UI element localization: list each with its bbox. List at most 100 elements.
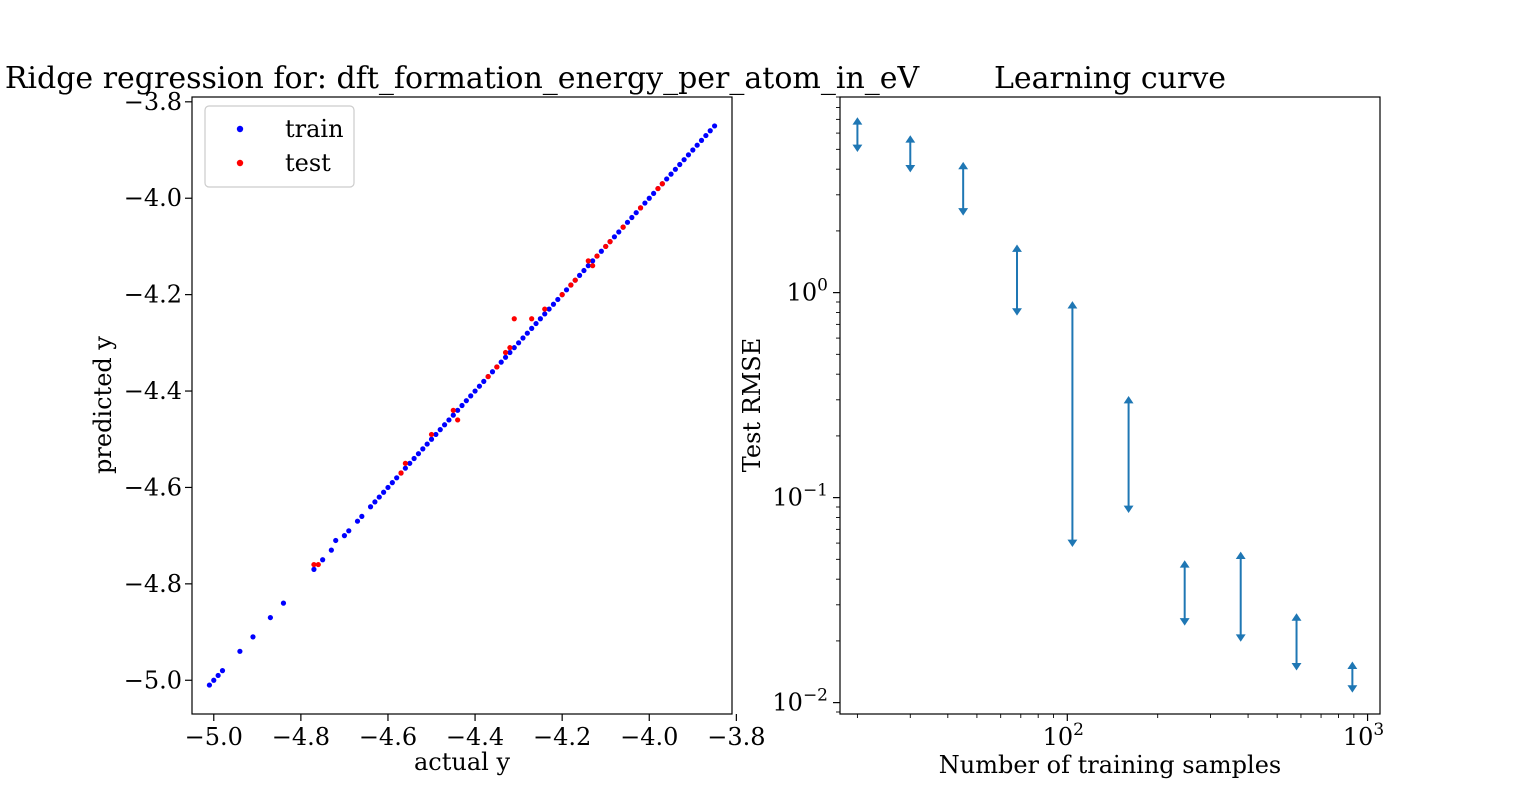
train-point — [250, 634, 256, 640]
y-tick-label: −4.2 — [124, 281, 182, 309]
train-point — [381, 489, 387, 495]
error-bar-upper-cap — [905, 135, 916, 143]
error-bar-lower-cap — [1067, 539, 1078, 548]
error-bar — [958, 161, 969, 216]
train-point — [520, 335, 526, 341]
legend-test-marker — [236, 159, 244, 167]
test-point — [603, 243, 609, 250]
learning-curve-y-ticks: 10−2 10−1 100 — [772, 96, 840, 717]
train-point — [468, 393, 474, 399]
scatter-x-axis-label: actual y — [414, 748, 510, 776]
x-tick-label: −4.2 — [533, 723, 591, 751]
x-tick-label: −3.8 — [707, 723, 765, 751]
learning-curve-x-axis-label: Number of training samples — [939, 751, 1281, 779]
error-bar-lower-cap — [958, 208, 969, 216]
test-point — [542, 306, 548, 312]
train-point — [359, 513, 365, 519]
error-bar-lower-cap — [1012, 308, 1022, 316]
train-point — [698, 137, 705, 143]
train-point — [476, 383, 483, 389]
train-point — [441, 422, 448, 428]
train-point — [433, 431, 439, 438]
train-point — [511, 345, 517, 351]
error-bar-lower-cap — [1179, 618, 1190, 626]
train-point — [450, 412, 456, 418]
train-point — [402, 465, 408, 471]
x-tick-label: −5.0 — [185, 723, 243, 751]
test-point — [607, 239, 613, 245]
train-point — [389, 480, 395, 486]
error-bar-upper-cap — [1067, 301, 1078, 309]
train-point — [555, 296, 561, 303]
legend-train-label: train — [285, 115, 344, 143]
legend-train-marker — [236, 125, 244, 133]
learning-curve-y-axis-label: Test RMSE — [738, 338, 766, 473]
train-point — [206, 682, 213, 688]
test-point — [511, 316, 517, 322]
y-tick-label: 10−2 — [772, 686, 828, 717]
train-point — [489, 369, 496, 375]
train-point — [311, 566, 317, 572]
error-bar-upper-cap — [852, 117, 863, 125]
train-point — [463, 398, 469, 404]
train-point — [333, 537, 339, 544]
train-point — [481, 378, 487, 384]
test-point — [572, 277, 578, 283]
train-point — [581, 267, 587, 274]
scatter-plot-frame — [191, 96, 733, 715]
test-point — [502, 349, 509, 356]
test-point — [311, 561, 317, 568]
train-point — [346, 528, 352, 534]
y-tick-label: −5.0 — [124, 666, 182, 694]
test-point — [659, 181, 665, 187]
y-tick-label: 100 — [787, 276, 828, 307]
train-point — [646, 195, 652, 201]
train-point — [367, 504, 374, 510]
train-point — [354, 518, 361, 524]
y-tick-label: −4.0 — [124, 184, 182, 212]
train-point — [428, 436, 435, 442]
learning-curve-error-bars — [852, 117, 1358, 693]
train-point — [624, 219, 631, 225]
train-point — [472, 388, 478, 394]
test-point — [585, 258, 591, 264]
train-point — [629, 214, 635, 221]
error-bar-lower-cap — [905, 164, 916, 173]
scatter-chart-title: Ridge regression for: dft_formation_ener… — [5, 61, 921, 96]
test-point — [529, 316, 535, 322]
y-tick-label: −3.8 — [124, 88, 182, 116]
error-bar-lower-cap — [1291, 663, 1302, 671]
test-point — [594, 253, 600, 259]
error-bar-upper-cap — [1123, 395, 1134, 404]
train-point — [507, 349, 513, 356]
error-bar-lower-cap — [1235, 634, 1246, 642]
train-point — [563, 287, 570, 293]
x-tick-label: −4.0 — [620, 723, 678, 751]
train-point — [459, 402, 465, 409]
train-point — [598, 248, 604, 254]
train-point — [372, 499, 378, 505]
test-point — [637, 205, 644, 211]
train-point — [219, 668, 226, 674]
train-point — [681, 157, 687, 163]
train-point — [237, 648, 243, 654]
x-tick-label: −4.6 — [359, 723, 417, 751]
test-point — [402, 460, 408, 466]
train-point — [394, 475, 400, 481]
x-tick-label: 102 — [1043, 720, 1084, 751]
train-point — [668, 171, 674, 177]
train-point — [341, 533, 348, 539]
train-point — [711, 123, 718, 129]
error-bar-lower-cap — [1123, 505, 1134, 513]
error-bar — [905, 135, 916, 173]
train-point — [576, 272, 583, 278]
error-bar-upper-cap — [958, 161, 969, 170]
error-bar-upper-cap — [1291, 613, 1302, 621]
test-point — [398, 470, 404, 476]
learning-curve-title: Learning curve — [994, 61, 1226, 96]
train-point — [690, 147, 696, 153]
error-bar — [1179, 560, 1190, 626]
train-point — [407, 460, 413, 466]
x-tick-label: 103 — [1343, 720, 1384, 751]
train-point — [415, 451, 422, 457]
